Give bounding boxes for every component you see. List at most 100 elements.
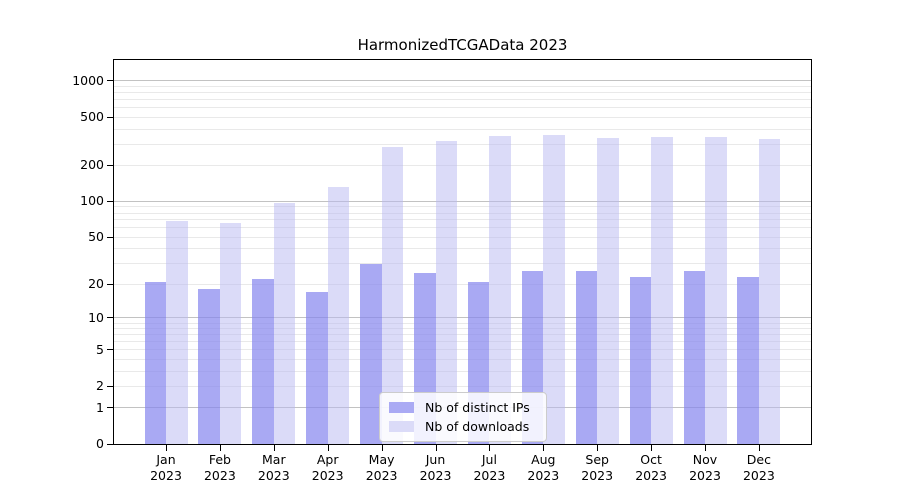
bar-distinct-ips bbox=[360, 263, 382, 444]
x-tick-mark bbox=[381, 445, 383, 451]
x-tick-mark bbox=[651, 445, 653, 451]
minor-gridline bbox=[114, 116, 811, 118]
x-tick-mark bbox=[489, 445, 491, 451]
minor-gridline bbox=[114, 328, 811, 330]
y-tick-label: 5 bbox=[96, 341, 104, 357]
plot-area-border bbox=[113, 59, 812, 445]
legend-swatch-distinct-ips bbox=[389, 402, 414, 413]
x-tick-label: Sep 2023 bbox=[581, 452, 614, 483]
bar-downloads bbox=[597, 138, 619, 444]
bar-distinct-ips bbox=[198, 289, 220, 444]
y-tick-mark bbox=[107, 80, 113, 82]
y-tick-mark bbox=[107, 200, 113, 202]
minor-gridline bbox=[114, 341, 811, 343]
minor-gridline bbox=[114, 143, 811, 145]
y-tick-mark bbox=[107, 164, 113, 166]
bar-downloads bbox=[166, 221, 188, 444]
y-tick-label: 10 bbox=[88, 309, 104, 325]
y-tick-label: 1000 bbox=[72, 72, 104, 88]
y-tick-label: 200 bbox=[80, 157, 104, 173]
x-tick-mark bbox=[327, 445, 329, 451]
bar-distinct-ips bbox=[306, 292, 328, 444]
bar-distinct-ips bbox=[252, 279, 274, 444]
bar-downloads bbox=[435, 140, 457, 444]
y-tick-label: 500 bbox=[80, 109, 104, 125]
minor-gridline bbox=[114, 248, 811, 250]
y-tick-mark bbox=[107, 385, 113, 387]
minor-gridline bbox=[114, 227, 811, 229]
minor-gridline bbox=[114, 92, 811, 94]
y-tick-mark bbox=[107, 116, 113, 118]
x-tick-mark bbox=[273, 445, 275, 451]
bar-downloads bbox=[651, 137, 673, 444]
bar-distinct-ips bbox=[575, 270, 598, 444]
x-tick-mark bbox=[758, 445, 760, 451]
y-tick-label: 20 bbox=[88, 276, 104, 291]
minor-gridline bbox=[114, 263, 811, 265]
x-tick-mark bbox=[597, 445, 599, 451]
x-tick-mark bbox=[435, 445, 437, 451]
minor-gridline bbox=[114, 322, 811, 324]
x-tick-label: Jul 2023 bbox=[473, 452, 506, 483]
x-tick-mark bbox=[705, 445, 706, 451]
minor-gridline bbox=[114, 128, 811, 130]
y-tick-label: 1 bbox=[96, 399, 104, 415]
y-tick-mark bbox=[107, 349, 113, 351]
minor-gridline bbox=[114, 283, 811, 285]
bar-downloads bbox=[489, 136, 511, 444]
major-gridline bbox=[114, 200, 811, 202]
minor-gridline bbox=[114, 85, 811, 87]
x-tick-label: Jun 2023 bbox=[419, 452, 452, 483]
minor-gridline bbox=[114, 385, 811, 387]
bar-downloads bbox=[543, 134, 565, 444]
major-gridline bbox=[114, 80, 811, 82]
y-tick-mark bbox=[107, 236, 113, 238]
x-tick-label: Mar 2023 bbox=[257, 452, 290, 483]
minor-gridline bbox=[114, 206, 811, 208]
bar-distinct-ips bbox=[737, 276, 759, 444]
bar-downloads bbox=[758, 139, 781, 444]
bar-downloads bbox=[273, 203, 296, 444]
legend-item-downloads: Nb of downloads bbox=[389, 417, 537, 436]
minor-gridline bbox=[114, 236, 811, 238]
legend-swatch-downloads bbox=[389, 421, 414, 432]
y-tick-label: 100 bbox=[80, 193, 104, 209]
x-tick-label: Dec 2023 bbox=[742, 452, 775, 483]
x-tick-mark bbox=[543, 445, 545, 451]
y-tick-label: 0 bbox=[96, 436, 104, 451]
legend-label-downloads: Nb of downloads bbox=[425, 419, 530, 434]
minor-gridline bbox=[114, 219, 811, 221]
minor-gridline bbox=[114, 334, 811, 336]
y-tick-label: 50 bbox=[88, 229, 104, 245]
x-tick-label: Jan 2023 bbox=[150, 452, 182, 483]
minor-gridline bbox=[114, 212, 811, 214]
minor-gridline bbox=[114, 358, 811, 360]
legend: Nb of distinct IPs Nb of downloads bbox=[379, 392, 547, 442]
x-tick-label: Feb 2023 bbox=[203, 452, 236, 483]
chart-title: HarmonizedTCGAData 2023 bbox=[357, 36, 568, 54]
bar-downloads bbox=[381, 146, 404, 444]
minor-gridline bbox=[114, 349, 811, 351]
x-tick-label: Aug 2023 bbox=[527, 452, 560, 483]
x-tick-label: Nov 2023 bbox=[689, 452, 721, 483]
minor-gridline bbox=[114, 370, 811, 372]
x-tick-label: Oct 2023 bbox=[635, 452, 667, 483]
bar-downloads bbox=[219, 223, 242, 444]
y-tick-mark bbox=[107, 283, 113, 285]
legend-item-distinct-ips: Nb of distinct IPs bbox=[389, 398, 537, 417]
bar-distinct-ips bbox=[629, 276, 652, 444]
x-tick-label: Apr 2023 bbox=[311, 452, 344, 483]
minor-gridline bbox=[114, 99, 811, 101]
bar-distinct-ips bbox=[683, 270, 705, 444]
bar-downloads bbox=[327, 186, 350, 444]
y-tick-label: 2 bbox=[96, 378, 104, 394]
bar-downloads bbox=[705, 136, 727, 444]
legend-label-distinct-ips: Nb of distinct IPs bbox=[425, 400, 530, 415]
bar-distinct-ips bbox=[144, 281, 166, 444]
x-tick-mark bbox=[219, 445, 221, 451]
minor-gridline bbox=[114, 164, 811, 166]
x-tick-mark bbox=[166, 445, 167, 451]
y-tick-mark bbox=[107, 443, 113, 445]
x-tick-label: May 2023 bbox=[365, 452, 398, 483]
